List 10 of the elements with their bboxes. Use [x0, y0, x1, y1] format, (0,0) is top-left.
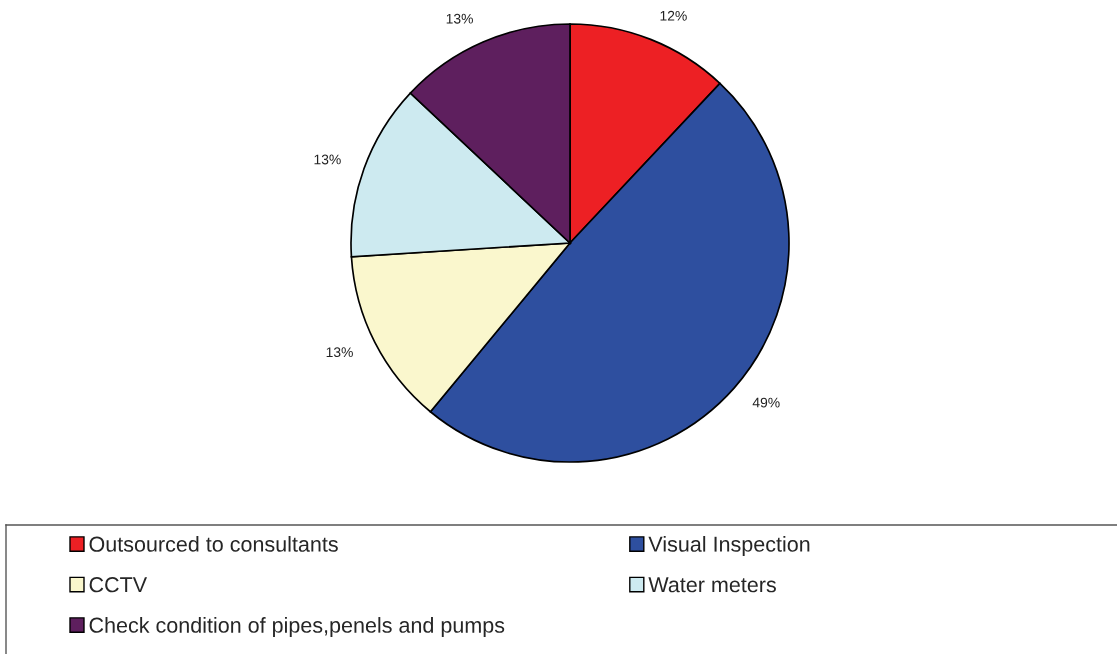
data-label: 13%	[446, 13, 473, 24]
legend-label: CCTV	[89, 577, 148, 593]
data-label: 12%	[660, 10, 687, 21]
legend-label: Water meters	[648, 577, 776, 593]
legend-label: Outsourced to consultants	[89, 536, 338, 552]
data-label: 13%	[326, 347, 353, 358]
legend-label: Visual Inspection	[648, 536, 810, 557]
data-label: 13%	[314, 154, 341, 165]
legend-label: Check condition of pipes,penels and pumps	[89, 617, 505, 638]
data-label: 49%	[752, 397, 780, 408]
